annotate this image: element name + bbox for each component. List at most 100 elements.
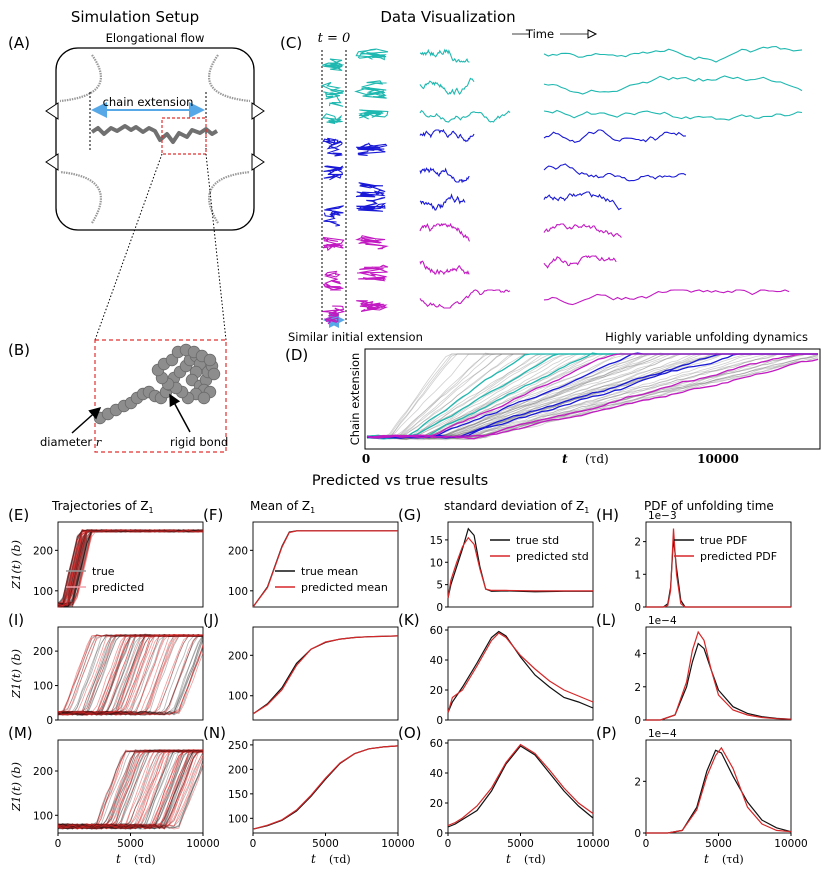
header-simulation-setup: Simulation Setup xyxy=(71,8,199,26)
trajectory-cyan xyxy=(320,81,345,107)
trajectory-true xyxy=(57,529,204,608)
y-tick-label: 20 xyxy=(430,798,443,810)
trajectory-predicted xyxy=(57,750,204,830)
bead xyxy=(203,353,217,367)
trajectory-predicted xyxy=(57,529,204,607)
trajectory-true xyxy=(57,634,204,716)
y-axis-label: Z1(t) (b) xyxy=(9,649,23,699)
column-title-f: Mean of Z1 xyxy=(250,499,315,515)
trajectory-blue xyxy=(356,197,387,212)
trajectory-predicted xyxy=(57,749,204,828)
trajectory-predicted xyxy=(57,749,204,830)
trajectory-blue xyxy=(543,129,686,144)
trajectory-cyan xyxy=(420,48,470,63)
plot-label: (E) xyxy=(8,506,29,524)
x-tick-label: 0 xyxy=(445,838,452,850)
trajectory-true xyxy=(57,635,203,716)
trajectory-predicted xyxy=(57,749,204,828)
y-tick-label: 150 xyxy=(228,789,248,801)
trajectory-true xyxy=(57,750,204,830)
x-tick-label: 5000 xyxy=(117,838,144,850)
y-tick-label: 60 xyxy=(430,625,443,637)
plot-frame xyxy=(252,521,399,608)
trajectory-predicted xyxy=(57,529,204,608)
trajectory-predicted xyxy=(57,635,204,716)
trajectory-predicted xyxy=(57,749,204,830)
trajectory-true xyxy=(57,759,204,829)
trajectory-true xyxy=(57,767,204,830)
plot-label: (M) xyxy=(8,724,33,742)
plot-k: (K) 0 20 40 60 xyxy=(398,611,594,727)
column-title-e: Trajectories of Z1 xyxy=(51,499,154,515)
plot-frame xyxy=(57,739,204,834)
trajectory-cyan xyxy=(321,113,343,125)
trajectory-true xyxy=(57,749,204,830)
trajectory-true xyxy=(57,750,204,830)
trajectory-true xyxy=(57,749,204,829)
trajectory-predicted xyxy=(57,634,203,716)
trajectory-blue xyxy=(323,205,344,227)
y-tick-label: 2 xyxy=(634,776,641,788)
plot-frame xyxy=(57,626,204,721)
trajectory-true xyxy=(57,529,204,608)
series-predicted-mean xyxy=(252,745,399,830)
trajectory-blue xyxy=(543,191,622,211)
trajectory-true xyxy=(57,529,204,608)
trajectory-true xyxy=(57,635,204,716)
plot-frame xyxy=(645,626,792,721)
diameter-label: diameter r xyxy=(40,435,103,449)
y-tick-label: 40 xyxy=(430,768,443,780)
trajectory-blue xyxy=(419,193,466,211)
trajectory-predicted xyxy=(57,652,204,716)
trajectory-predicted xyxy=(57,634,204,716)
trajectory-true xyxy=(57,529,204,608)
trajectory-predicted xyxy=(57,634,204,716)
y-tick-label: 0 xyxy=(46,715,53,727)
flow-box xyxy=(55,47,255,231)
series-predicted-mean xyxy=(252,635,399,715)
y-tick-label: 0 xyxy=(634,828,641,840)
y-tick-label: 200 xyxy=(33,766,53,778)
plot-g: (G) 0 5 10 15 true std predicted std xyxy=(398,506,594,614)
trajectory-predicted xyxy=(57,634,203,715)
trajectory-predicted xyxy=(57,634,204,716)
y-tick-label: 4 xyxy=(634,649,641,661)
x-axis-label: t xyxy=(704,852,709,866)
trajectory-predicted xyxy=(57,749,204,830)
trajectory-predicted xyxy=(57,634,204,716)
plot-h: (H) 0 1 2 1e−3 true PDF predicted PDF xyxy=(596,506,792,614)
scale-label: 1e−4 xyxy=(648,615,677,627)
trajectory-predicted xyxy=(57,634,204,716)
trajectory-magenta xyxy=(419,260,470,276)
trajectory-true xyxy=(57,749,204,829)
trajectory-predicted xyxy=(57,749,204,830)
y-tick-label: 100 xyxy=(33,810,53,822)
y-axis-label: Z1(t) (b) xyxy=(9,540,23,590)
x-axis-label: t xyxy=(506,852,511,866)
legend-label: true mean xyxy=(301,565,358,578)
trajectory-predicted xyxy=(57,634,203,716)
trajectory-predicted xyxy=(57,749,204,830)
trajectory-true xyxy=(57,529,204,606)
trajectory-true xyxy=(57,634,204,716)
trajectory-predicted xyxy=(57,529,204,606)
trajectory-true xyxy=(57,529,204,607)
trajectory-cyan xyxy=(419,77,475,96)
trajectory-true xyxy=(58,529,204,607)
header-results: Predicted vs true results xyxy=(312,473,488,489)
trajectory-predicted xyxy=(57,750,204,830)
trajectory-predicted xyxy=(57,634,204,716)
panel-d-xlabel: t xyxy=(562,451,568,466)
trajectory-predicted xyxy=(57,634,204,716)
trajectory-true xyxy=(57,529,204,608)
trajectory-true xyxy=(57,750,204,830)
trajectory-true xyxy=(57,759,204,830)
trajectory-true xyxy=(57,764,204,830)
trajectory-true xyxy=(57,529,204,607)
trajectory-predicted xyxy=(57,634,204,714)
panel-a: (A) Elongational flow chain extension xyxy=(8,31,265,341)
y-tick-label: 2 xyxy=(634,537,641,549)
trajectory-blue xyxy=(419,167,470,184)
trajectory-true xyxy=(57,529,204,607)
